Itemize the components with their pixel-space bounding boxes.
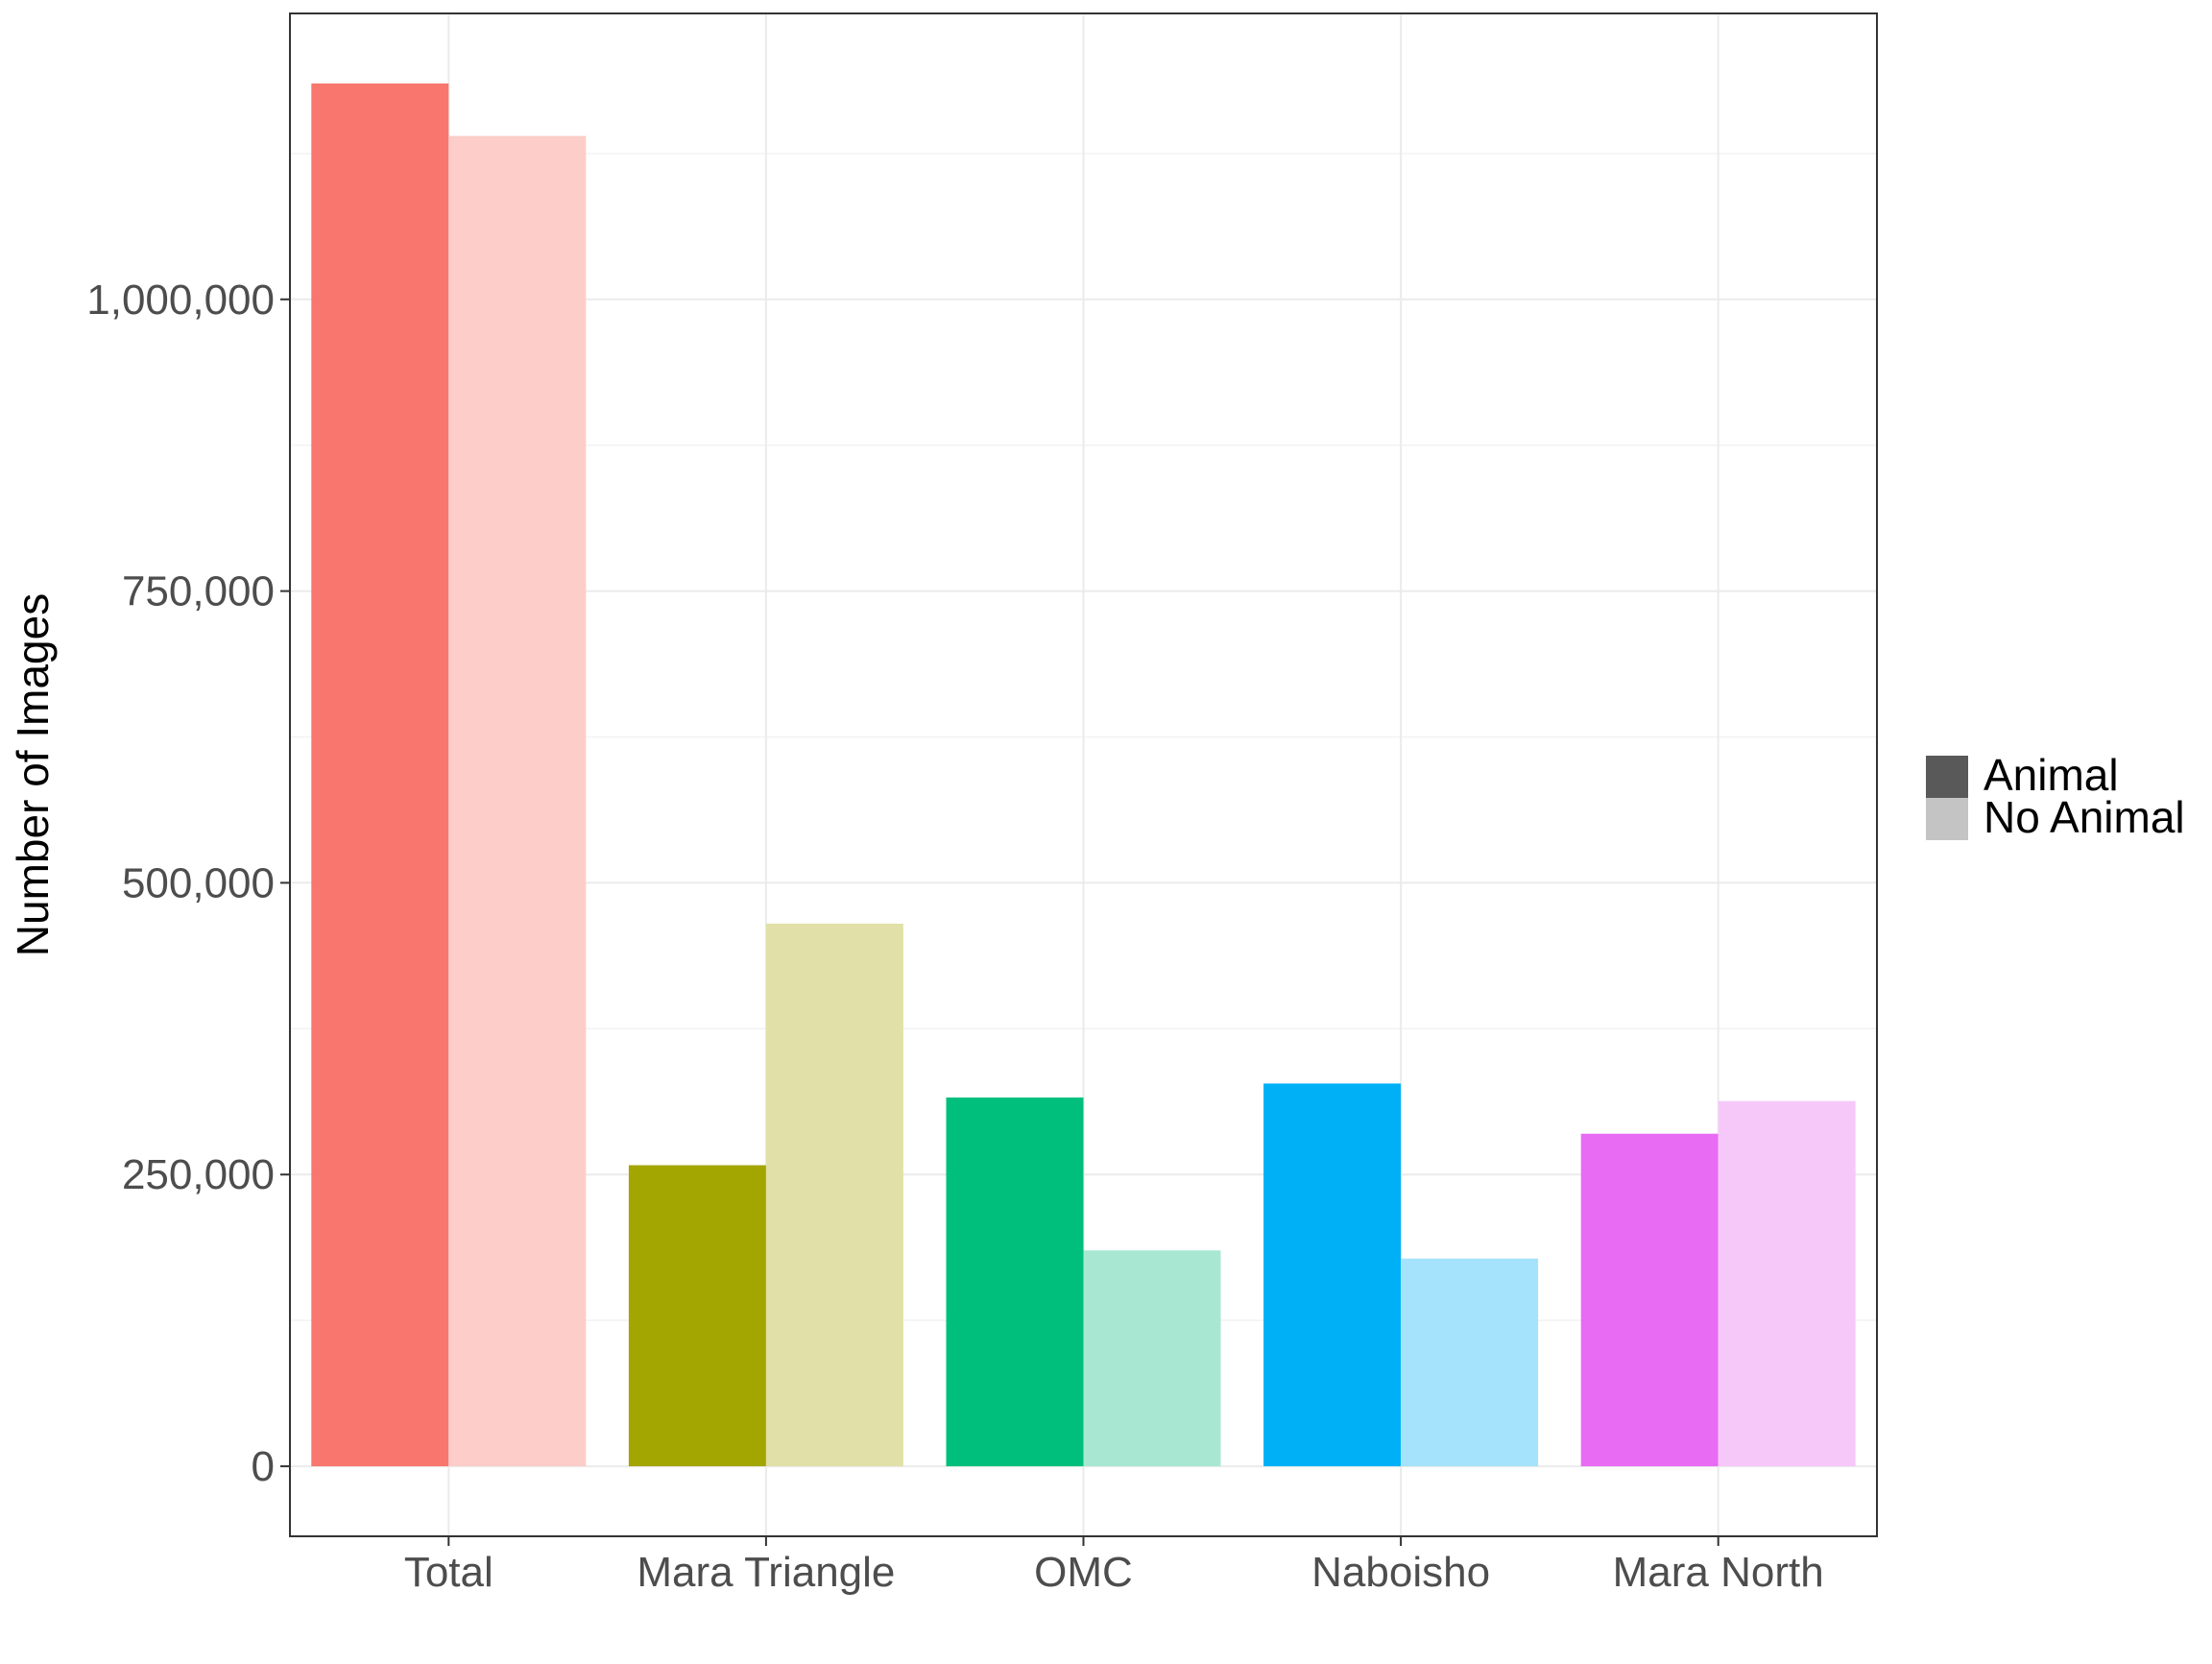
y-tick-label: 500,000 xyxy=(122,859,275,906)
bar-animal-mara-triangle xyxy=(628,1165,766,1467)
legend-label: Animal xyxy=(1984,750,2119,800)
bar-no-animal-naboisho xyxy=(1401,1258,1539,1467)
y-tick-label: 1,000,000 xyxy=(86,277,275,324)
bar-no-animal-mara-triangle xyxy=(765,923,903,1467)
bar-animal-omc xyxy=(946,1097,1084,1467)
bar-animal-naboisho xyxy=(1263,1083,1402,1467)
legend-label: No Animal xyxy=(1984,792,2185,842)
bar-no-animal-mara-north xyxy=(1718,1100,1856,1467)
x-tick-label: Total xyxy=(404,1549,493,1596)
y-tick-label: 250,000 xyxy=(122,1151,275,1198)
bar-animal-mara-north xyxy=(1580,1133,1719,1467)
y-axis-title: Number of Images xyxy=(8,593,58,956)
x-axis: Total Mara Triangle OMC Naboisho Mara North xyxy=(404,1536,1824,1596)
x-tick-label: Mara North xyxy=(1613,1549,1824,1596)
y-axis: 0 250,000 500,000 750,000 1,000,000 xyxy=(86,277,290,1490)
bars xyxy=(311,83,1856,1467)
y-tick-label: 750,000 xyxy=(122,568,275,615)
x-tick-label: Naboisho xyxy=(1311,1549,1490,1596)
x-tick-label: Mara Triangle xyxy=(637,1549,895,1596)
x-tick-label: OMC xyxy=(1034,1549,1133,1596)
legend-key xyxy=(1926,756,1968,798)
bar-animal-total xyxy=(311,83,449,1467)
y-tick-label: 0 xyxy=(252,1443,275,1490)
legend-key xyxy=(1926,798,1968,840)
bar-no-animal-total xyxy=(448,135,587,1467)
bar-no-animal-omc xyxy=(1083,1250,1221,1467)
